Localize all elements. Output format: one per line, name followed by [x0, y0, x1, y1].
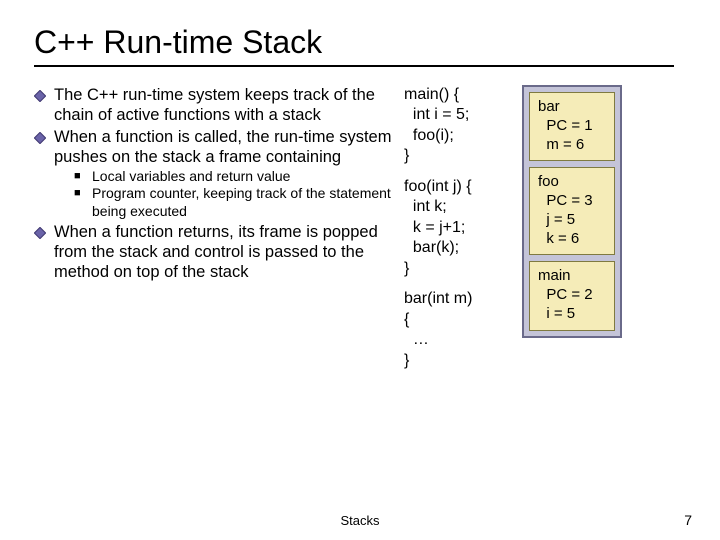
bullet-text: When a function returns, its frame is po…	[54, 222, 394, 282]
diamond-bullet-icon	[34, 90, 54, 102]
code-main: main() { int i = 5; foo(i); }	[404, 85, 512, 167]
footer-label: Stacks	[0, 513, 720, 528]
content-row: The C++ run-time system keeps track of t…	[34, 85, 686, 381]
sub-bullet-text: Local variables and return value	[92, 168, 394, 186]
stack-diagram: bar PC = 1 m = 6 foo PC = 3 j = 5 k = 6 …	[522, 85, 622, 338]
slide-title: C++ Run-time Stack	[34, 24, 686, 61]
bullet-text: The C++ run-time system keeps track of t…	[54, 85, 394, 125]
title-underline	[34, 65, 674, 67]
stack-frame-foo: foo PC = 3 j = 5 k = 6	[529, 167, 615, 255]
stack-column: bar PC = 1 m = 6 foo PC = 3 j = 5 k = 6 …	[522, 85, 632, 381]
stack-frame-main: main PC = 2 i = 5	[529, 261, 615, 330]
diamond-bullet-icon	[34, 227, 54, 239]
diamond-bullet-icon	[34, 132, 54, 144]
code-bar: bar(int m) { … }	[404, 289, 512, 371]
bullet-text: When a function is called, the run-time …	[54, 127, 394, 167]
sub-bullets: ■ Local variables and return value ■ Pro…	[74, 168, 394, 221]
code-foo: foo(int j) { int k; k = j+1; bar(k); }	[404, 177, 512, 279]
page-number: 7	[684, 512, 692, 528]
square-bullet-icon: ■	[74, 187, 92, 201]
sub-bullet-text: Program counter, keeping track of the st…	[92, 185, 394, 220]
bullets-column: The C++ run-time system keeps track of t…	[34, 85, 394, 381]
square-bullet-icon: ■	[74, 170, 92, 184]
stack-frame-bar: bar PC = 1 m = 6	[529, 92, 615, 161]
code-column: main() { int i = 5; foo(i); } foo(int j)…	[404, 85, 512, 381]
